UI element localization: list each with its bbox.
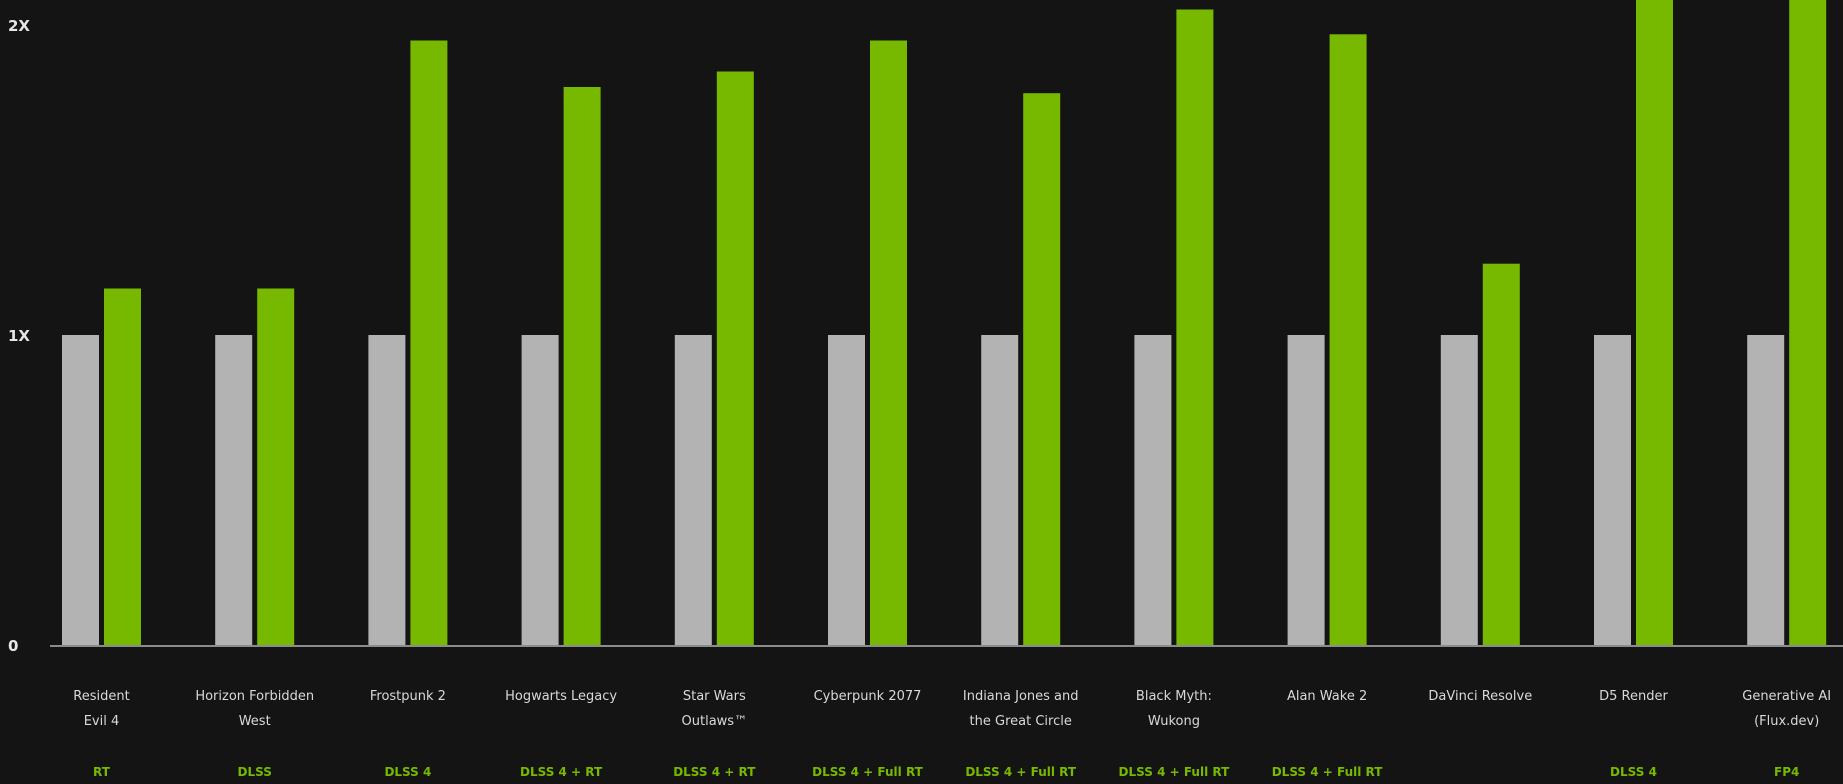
category-label-3-line-0: Hogwarts Legacy: [505, 689, 617, 704]
category-label-5-line-0: Cyberpunk 2077: [814, 689, 922, 704]
baseline-bar-11: [1747, 335, 1785, 645]
baseline-bar-6: [981, 335, 1019, 645]
feature-label-2: DLSS 4: [384, 765, 431, 779]
highlight-bar-8: [1329, 34, 1367, 646]
highlight-bar-2: [410, 40, 448, 645]
baseline-bar-4: [674, 335, 712, 645]
highlight-bar-5: [870, 40, 907, 645]
baseline-bar-2: [368, 335, 406, 645]
category-label-7-line-1: Wukong: [1148, 714, 1200, 729]
feature-label-7: DLSS 4 + Full RT: [1119, 765, 1231, 779]
category-label-1-line-0: Horizon Forbidden: [195, 689, 314, 704]
feature-label-8: DLSS 4 + Full RT: [1272, 765, 1384, 779]
category-label-11-line-1: (Flux.dev): [1754, 714, 1819, 729]
category-labels: Resident Evil 4 Horizon Forbidden West Frost…: [73, 689, 1831, 729]
feature-label-3: DLSS 4 + RT: [520, 765, 603, 779]
highlight-bar-11: [1789, 0, 1827, 645]
feature-label-11: FP4: [1774, 765, 1799, 779]
category-label-2-line-0: Frostpunk 2: [370, 689, 446, 704]
highlight-bar-6: [1023, 93, 1061, 645]
baseline-bar-10: [1594, 335, 1631, 645]
highlight-bar-4: [716, 71, 754, 645]
y-tick-label-2: 2X: [8, 17, 30, 35]
bars-group: [62, 0, 1827, 646]
y-tick-label-0: 0: [8, 637, 18, 655]
category-label-8-line-0: Alan Wake 2: [1287, 689, 1367, 704]
category-label-10-line-0: D5 Render: [1599, 689, 1668, 704]
feature-label-1: DLSS: [238, 765, 272, 779]
feature-label-10: DLSS 4: [1610, 765, 1657, 779]
baseline-bar-8: [1287, 335, 1325, 645]
highlight-bar-0: [104, 288, 141, 645]
y-tick-label-1: 1X: [8, 327, 30, 345]
feature-labels: RT DLSS DLSS 4 DLSS 4 + RT DLSS 4 + RT DLSS 4…: [93, 765, 1799, 779]
highlight-bar-10: [1636, 0, 1673, 645]
highlight-bar-1: [257, 288, 295, 645]
category-label-0-line-0: Resident: [73, 689, 129, 704]
category-label-6-line-0: Indiana Jones and: [963, 689, 1079, 704]
category-label-1-line-1: West: [239, 714, 271, 729]
category-label-0-line-1: Evil 4: [84, 714, 120, 729]
baseline-bar-0: [62, 335, 99, 645]
baseline-bar-7: [1134, 335, 1172, 645]
baseline-bar-3: [521, 335, 559, 645]
baseline-bar-1: [215, 335, 253, 645]
feature-label-5: DLSS 4 + Full RT: [812, 765, 924, 779]
category-label-6-line-1: the Great Circle: [970, 714, 1072, 729]
y-axis: 0 1X 2X: [8, 17, 30, 655]
baseline-bar-5: [828, 335, 865, 645]
highlight-bar-9: [1482, 263, 1520, 645]
category-label-9-line-0: DaVinci Resolve: [1428, 689, 1532, 704]
category-label-4-line-0: Star Wars: [683, 689, 746, 704]
feature-label-6: DLSS 4 + Full RT: [965, 765, 1077, 779]
category-label-4-line-1: Outlaws™: [682, 714, 748, 729]
highlight-bar-7: [1176, 9, 1214, 645]
baseline-bar-9: [1440, 335, 1478, 645]
feature-label-4: DLSS 4 + RT: [673, 765, 756, 779]
category-label-7-line-0: Black Myth:: [1136, 689, 1212, 704]
category-label-11-line-0: Generative AI: [1742, 689, 1831, 704]
feature-label-0: RT: [93, 765, 111, 779]
highlight-bar-3: [563, 87, 601, 645]
